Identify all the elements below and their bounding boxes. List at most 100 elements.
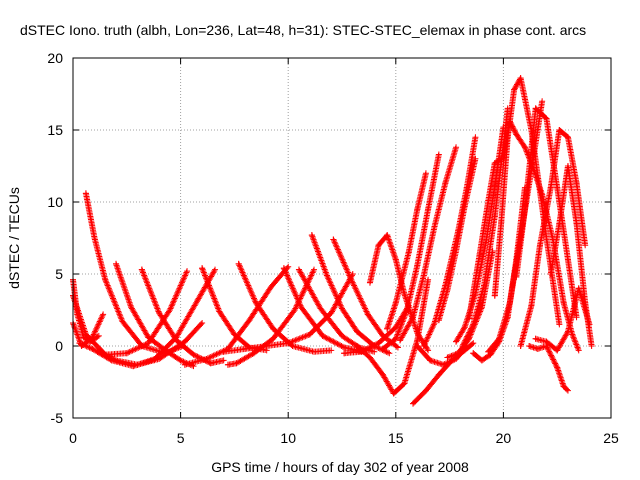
data-point [82, 190, 89, 197]
data-point [517, 343, 524, 349]
interp-marker [174, 289, 181, 296]
data-point [575, 347, 582, 354]
interp-marker [444, 359, 451, 366]
interp-marker [140, 271, 147, 277]
interp-marker [200, 269, 207, 276]
interp-marker [74, 332, 81, 339]
interp-marker [522, 145, 529, 152]
interp-marker [208, 288, 215, 295]
interp-marker [127, 302, 134, 309]
interp-marker [73, 328, 80, 335]
interp-marker [367, 344, 374, 351]
interp-marker [312, 241, 319, 248]
interp-marker [99, 350, 106, 357]
interp-marker [293, 294, 300, 301]
interp-marker [569, 332, 576, 339]
data-point [220, 357, 227, 364]
interp-marker [496, 156, 503, 163]
interp-marker [467, 326, 474, 333]
data-point [427, 357, 434, 364]
interp-marker [242, 275, 249, 282]
data-point [453, 338, 460, 345]
data-point [242, 345, 249, 352]
interp-marker [96, 319, 103, 326]
data-point [401, 380, 408, 387]
interp-marker [299, 291, 306, 298]
data-point [476, 250, 483, 257]
interp-marker [114, 307, 121, 313]
interp-marker [396, 325, 403, 332]
data-point [397, 337, 404, 344]
interp-marker [328, 282, 335, 289]
interp-marker [168, 302, 175, 309]
interp-marker [424, 334, 431, 341]
interp-marker [316, 253, 323, 260]
interp-marker [94, 322, 101, 329]
interp-marker [241, 273, 248, 280]
interp-marker [201, 271, 208, 277]
interp-marker [337, 302, 344, 309]
interp-marker [323, 335, 330, 342]
interp-marker [312, 242, 319, 249]
interp-marker [110, 356, 117, 363]
interp-marker [333, 243, 340, 250]
interp-marker [468, 324, 475, 331]
interp-marker [115, 266, 122, 273]
data-point [319, 332, 326, 339]
data-point [306, 331, 313, 338]
interp-marker [122, 289, 129, 296]
interp-marker [182, 271, 189, 277]
data-point [100, 311, 107, 318]
interp-marker [466, 329, 473, 336]
interp-marker [206, 282, 213, 289]
interp-marker [293, 336, 300, 343]
data-point [422, 387, 429, 394]
interp-marker [339, 343, 346, 350]
data-point [465, 315, 472, 322]
interp-marker [124, 293, 131, 300]
interp-marker [342, 263, 349, 270]
y-axis-label: dSTEC / TECUs [6, 187, 22, 289]
data-point [543, 235, 550, 241]
interp-marker [351, 283, 358, 290]
data-point [212, 266, 219, 273]
interp-marker [352, 285, 359, 292]
data-point [410, 400, 417, 407]
interp-marker [360, 302, 367, 309]
interp-marker [209, 291, 216, 298]
interp-marker [317, 256, 324, 263]
interp-marker [336, 299, 343, 306]
interp-marker [429, 324, 436, 331]
interp-marker [300, 288, 307, 295]
interp-marker [337, 252, 344, 259]
data-point [470, 340, 477, 347]
interp-marker [313, 245, 320, 252]
interp-marker [529, 164, 536, 171]
data-point [444, 354, 451, 361]
interp-marker [92, 328, 99, 335]
interp-marker [215, 307, 222, 313]
interp-marker [142, 275, 149, 282]
series-37 [517, 127, 589, 349]
interp-marker [575, 345, 582, 352]
interp-marker [315, 250, 322, 257]
interp-marker [343, 266, 350, 273]
interp-marker [313, 244, 320, 251]
interp-marker [115, 268, 122, 275]
interp-marker [551, 359, 558, 366]
interp-marker [175, 288, 182, 295]
interp-marker [334, 246, 341, 253]
interp-marker [341, 260, 348, 267]
interp-marker [82, 342, 89, 349]
data-point [102, 276, 109, 283]
interp-marker [287, 281, 294, 288]
series-39 [532, 285, 593, 354]
interp-marker [368, 343, 375, 350]
data-point [156, 309, 163, 316]
interp-marker [183, 269, 190, 276]
interp-marker [101, 351, 108, 358]
interp-marker [422, 340, 429, 347]
interp-marker [118, 275, 125, 282]
interp-marker [144, 279, 151, 286]
interp-marker [106, 354, 113, 361]
